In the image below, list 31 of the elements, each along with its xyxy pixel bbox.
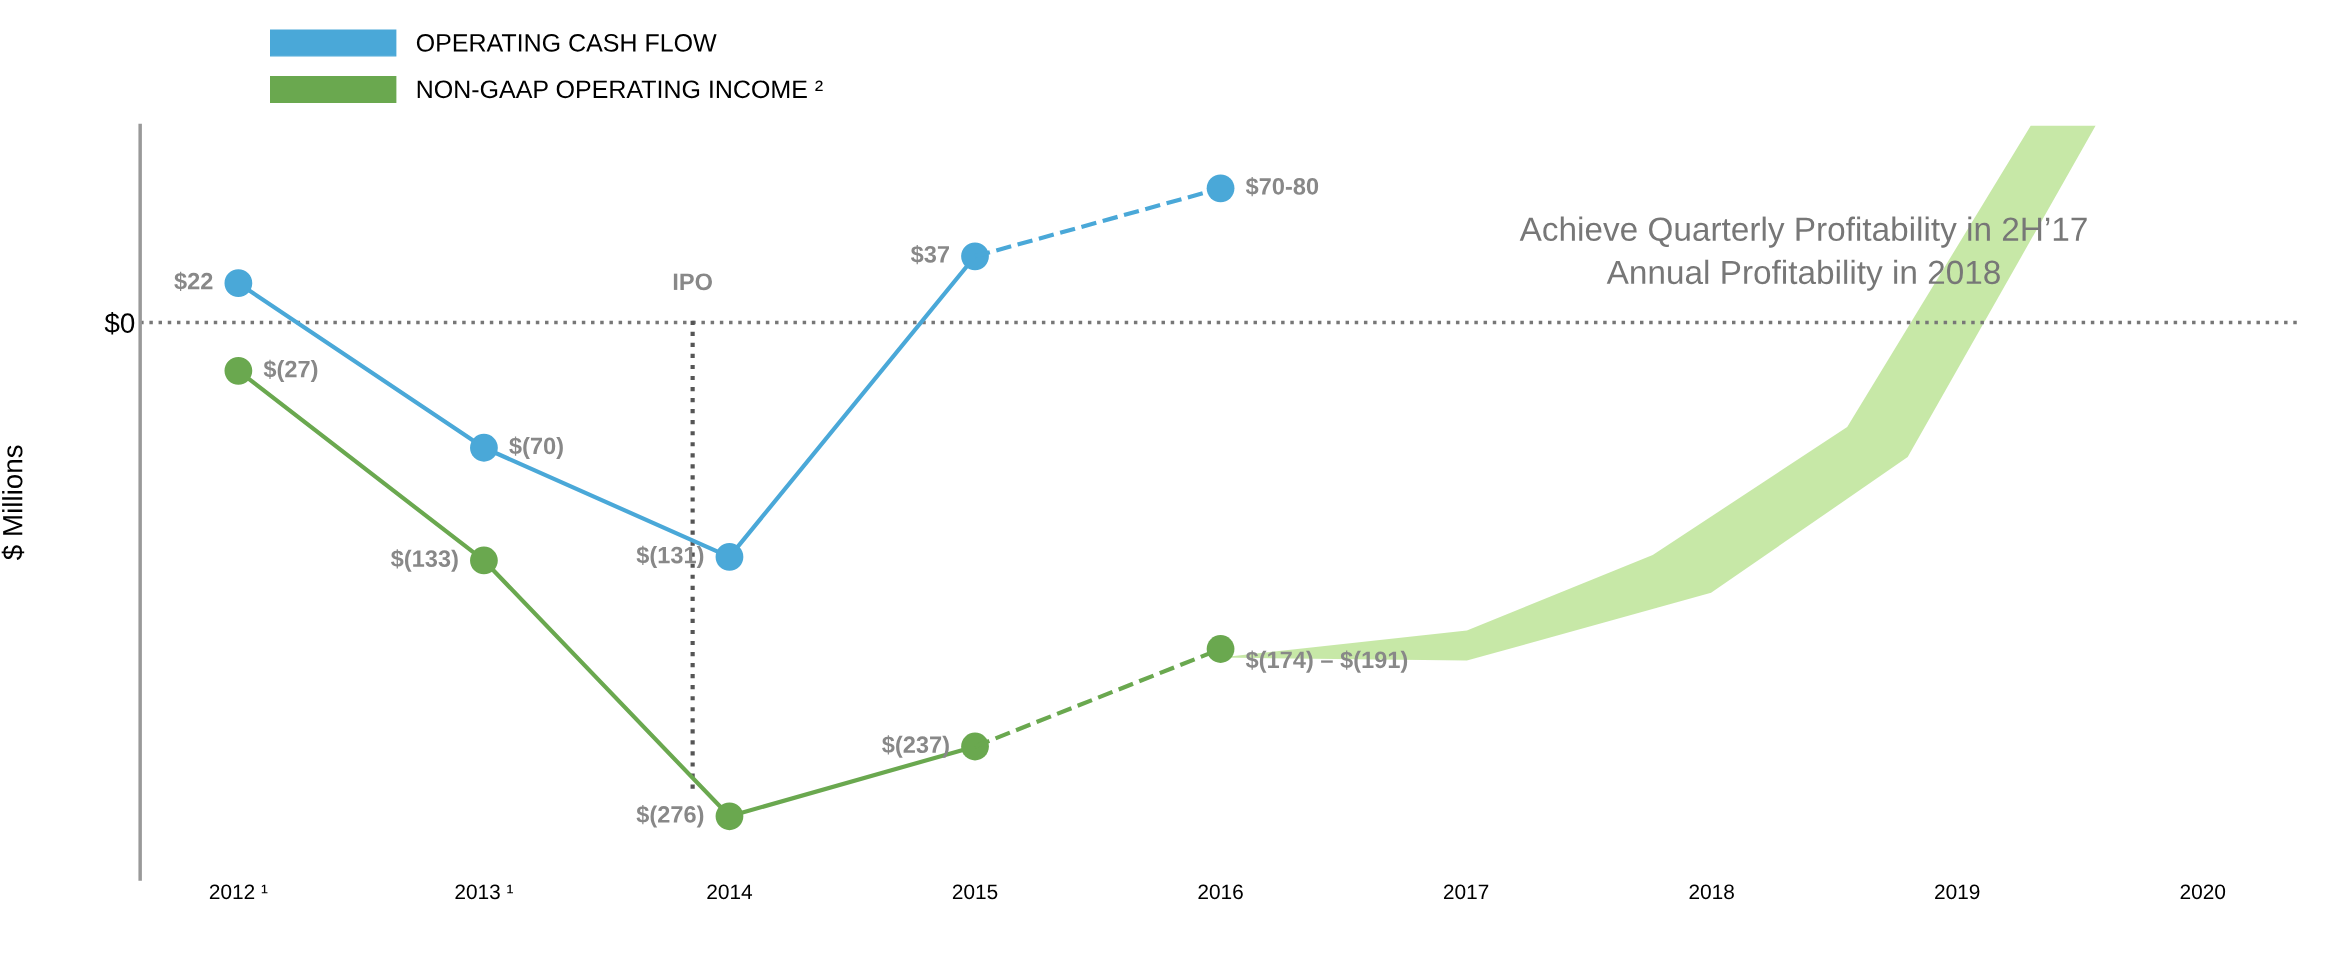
data-label: $70-80: [1245, 176, 1319, 197]
legend-label: NON-GAAP OPERATING INCOME ²: [417, 80, 823, 99]
point: [224, 269, 253, 298]
point: [470, 433, 498, 462]
data-label: $37: [910, 244, 949, 265]
data-label: $(70): [509, 436, 563, 459]
x-tick-label: 2018: [1689, 884, 1734, 900]
point: [715, 802, 744, 831]
point: [1206, 635, 1235, 663]
data-label: $(276): [636, 805, 704, 828]
point: [224, 356, 253, 385]
x-tick-label: 2019: [1935, 884, 1980, 900]
data-label: $(27): [263, 359, 318, 383]
point: [1206, 174, 1235, 203]
x-tick-label: 2012 ¹: [209, 884, 268, 900]
data-label: $(133): [390, 549, 458, 572]
y-axis-title: $ Millions: [1, 445, 25, 560]
x-tick-label: 2016: [1198, 884, 1243, 900]
legend-label: OPERATING CASH FLOW: [416, 34, 717, 52]
x-tick-label: 2015: [952, 884, 998, 900]
x-tick-label: 2014: [707, 884, 753, 900]
ref-line-label: $0: [104, 312, 135, 335]
data-label: $(237): [882, 735, 949, 758]
data-label: $(131): [636, 545, 704, 569]
x-tick-label: 2017: [1443, 884, 1489, 900]
x-tick-label: 2013 ¹: [455, 884, 514, 900]
x-tick-label: 2020: [2180, 884, 2226, 900]
point: [715, 542, 744, 571]
data-label: $22: [174, 271, 213, 292]
annotation: IPO: [673, 273, 712, 291]
point: [470, 546, 498, 575]
